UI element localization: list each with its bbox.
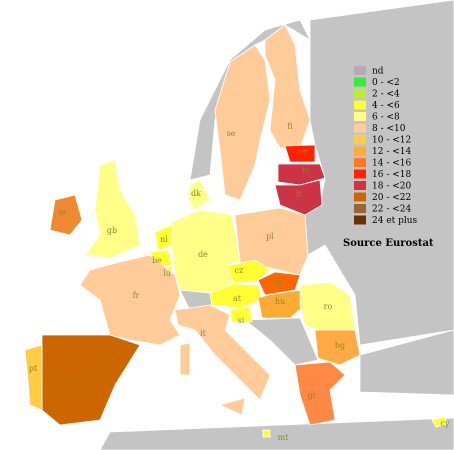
country-label: it [200,329,207,338]
country-label: ee [298,147,308,156]
legend-swatch [354,135,366,144]
country-shape [262,429,271,438]
country-shape [218,397,246,416]
country-shape [431,416,448,428]
north-africa [99,417,454,450]
legend-swatch [354,112,366,121]
legend-label: 2 - <4 [372,90,400,100]
country-label: fi [287,122,293,131]
legend-swatch [354,204,366,213]
country-label: gb [107,226,117,235]
country-label: ro [324,302,333,311]
legend-label: 6 - <8 [372,113,400,123]
legend-swatch [354,100,366,110]
country-shape [274,179,323,216]
country-label: lu [163,269,171,278]
country-shape [179,342,191,376]
country-shape [174,304,271,401]
country-label: lt [296,190,303,199]
legend-label: 18 - <20 [372,182,411,192]
legend-swatch [354,77,366,87]
country-shape [187,179,211,211]
country-shape [257,271,301,296]
country-shape [225,259,271,284]
country-label: cy [441,419,450,428]
turkey [359,329,454,396]
country-label: si [238,316,245,325]
country-label: be [152,256,162,265]
country-label: cz [235,266,244,275]
non-eu-land [99,0,454,450]
legend-swatch [354,66,366,75]
country-label: sk [274,278,283,287]
legend-label: 8 - <10 [372,124,406,134]
country-shape [284,144,316,163]
legend: nd0 - <2 2 - <44 - <6 6 - <88 - <10 10 - <1… [354,66,418,226]
legend-label: 14 - <16 [372,159,411,169]
country-label: dk [191,189,201,198]
country-shape [79,254,181,346]
country-shape [41,334,141,426]
legend-label: 0 - <2 [372,78,400,88]
country-shape [24,344,43,411]
legend-swatch [354,146,366,156]
country-label: pt [29,364,38,373]
country-shape [294,361,346,426]
country-label: lv [302,166,310,175]
balkans [243,317,319,366]
country-label: es [68,375,77,384]
country-label: pl [266,232,274,241]
legend-label: 20 - <22 [372,193,411,203]
legend-label: 4 - <6 [372,101,400,111]
source-note: Source Eurostat [343,238,434,249]
country-label: bg [335,341,345,350]
country-label: fr [133,291,140,300]
country-shape [229,305,253,323]
legend-label: 16 - <18 [372,170,411,180]
country-label: mt [278,433,290,442]
country-shape [214,44,271,201]
country-label: at [233,294,242,303]
legend-swatch [354,215,366,225]
legend-label: 12 - <14 [372,147,411,157]
country-label: nl [160,235,168,244]
country-label: se [227,129,236,138]
legend-swatch [354,192,366,202]
country-shape [84,159,141,259]
legend-label: 10 - <12 [372,136,411,146]
country-shape [314,329,361,366]
legend-swatch [354,169,366,179]
country-label: hu [275,297,285,306]
legend-swatch [354,123,366,133]
legend-label: 22 - <24 [372,205,411,215]
country-label: gr [308,391,317,400]
legend-label: 24 et plus [372,216,418,226]
legend-swatch [354,89,366,98]
country-label: ie [58,208,66,217]
country-label: de [198,250,208,259]
legend-swatch [354,158,366,167]
country-shape [49,194,83,236]
legend-swatch [354,181,366,190]
legend-label: nd [372,67,384,77]
